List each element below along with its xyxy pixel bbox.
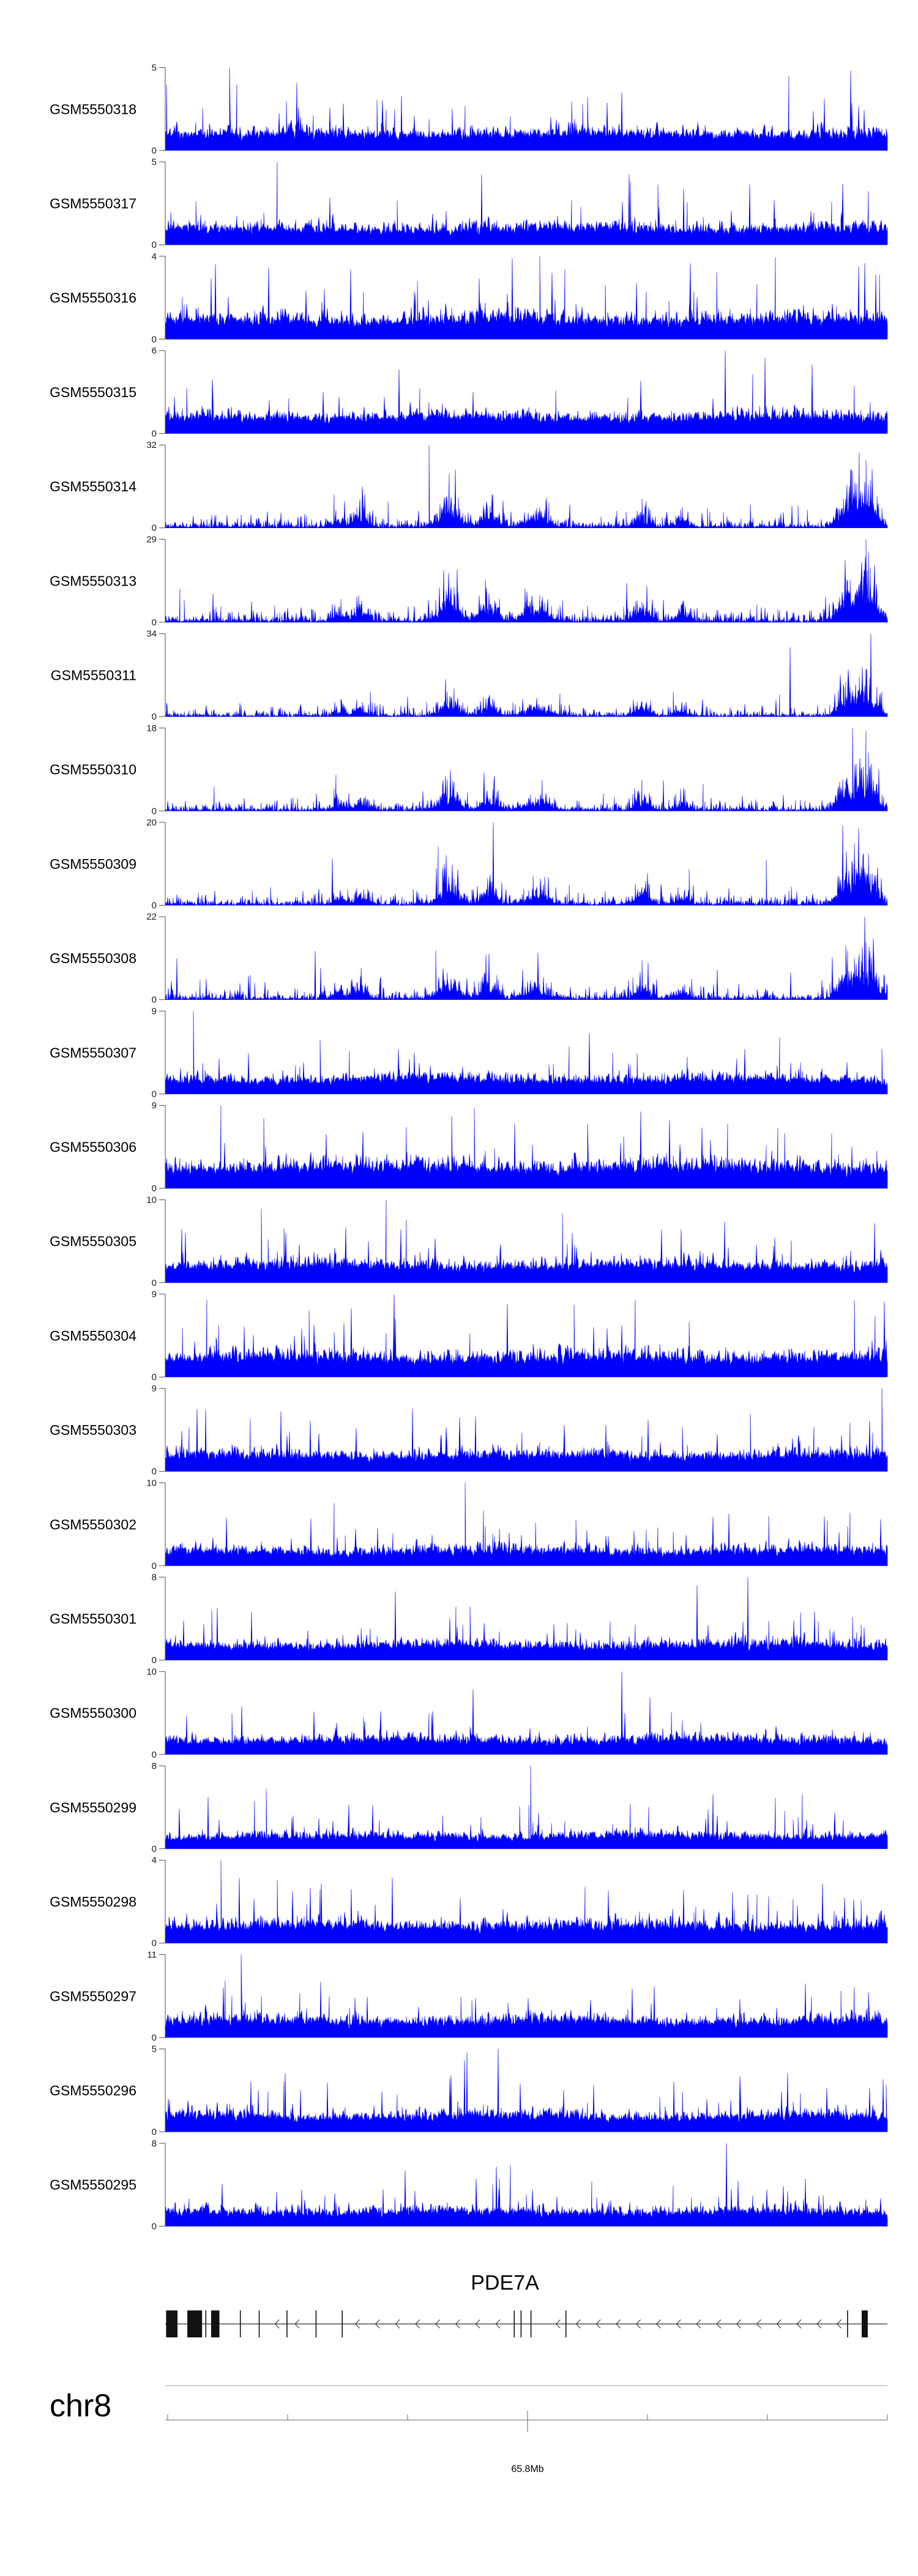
svg-text:8: 8 (152, 2139, 157, 2149)
svg-text:22: 22 (146, 912, 157, 922)
svg-text:9: 9 (152, 1383, 157, 1394)
svg-text:GSM5550315: GSM5550315 (50, 384, 136, 400)
svg-text:0: 0 (152, 146, 157, 156)
svg-text:GSM5550296: GSM5550296 (50, 2082, 136, 2098)
svg-text:34: 34 (146, 629, 157, 639)
svg-text:GSM5550317: GSM5550317 (50, 195, 136, 211)
svg-text:10: 10 (146, 1195, 157, 1205)
svg-text:10: 10 (146, 1478, 157, 1488)
svg-text:GSM5550298: GSM5550298 (50, 1894, 136, 1910)
svg-text:0: 0 (152, 1089, 157, 1100)
svg-text:GSM5550299: GSM5550299 (50, 1800, 136, 1815)
svg-text:0: 0 (152, 1655, 157, 1666)
svg-text:0: 0 (152, 617, 157, 628)
svg-text:GSM5550307: GSM5550307 (50, 1044, 136, 1060)
svg-text:29: 29 (146, 534, 157, 545)
svg-text:65.8Mb: 65.8Mb (511, 2464, 543, 2474)
svg-text:chr8: chr8 (50, 2388, 111, 2424)
svg-text:0: 0 (152, 2033, 157, 2043)
svg-text:0: 0 (152, 806, 157, 816)
svg-text:GSM5550305: GSM5550305 (50, 1234, 136, 1249)
svg-text:0: 0 (152, 523, 157, 534)
svg-text:0: 0 (152, 334, 157, 344)
svg-text:GSM5550316: GSM5550316 (50, 290, 136, 306)
svg-text:9: 9 (152, 1289, 157, 1300)
svg-text:0: 0 (152, 1183, 157, 1194)
svg-text:0: 0 (152, 1372, 157, 1383)
svg-text:GSM5550313: GSM5550313 (50, 573, 136, 589)
svg-text:9: 9 (152, 1101, 157, 1111)
svg-text:GSM5550314: GSM5550314 (50, 478, 136, 494)
svg-text:GSM5550304: GSM5550304 (50, 1328, 136, 1344)
svg-text:GSM5550297: GSM5550297 (50, 1988, 136, 2004)
svg-text:0: 0 (152, 1938, 157, 1949)
svg-text:4: 4 (152, 1855, 157, 1866)
svg-text:0: 0 (152, 2221, 157, 2232)
svg-text:5: 5 (152, 2044, 157, 2055)
svg-text:20: 20 (146, 817, 157, 828)
svg-text:GSM5550311: GSM5550311 (51, 667, 136, 683)
svg-text:0: 0 (152, 429, 157, 439)
svg-text:GSM5550300: GSM5550300 (50, 1705, 136, 1721)
svg-text:0: 0 (152, 712, 157, 722)
svg-text:9: 9 (152, 1006, 157, 1016)
svg-text:GSM5550301: GSM5550301 (50, 1610, 136, 1626)
svg-text:GSM5550306: GSM5550306 (50, 1139, 136, 1155)
svg-text:0: 0 (152, 1467, 157, 1477)
svg-text:0: 0 (152, 1844, 157, 1855)
svg-text:GSM5550295: GSM5550295 (50, 2177, 136, 2193)
svg-text:8: 8 (152, 1761, 157, 1771)
svg-text:0: 0 (152, 1561, 157, 1571)
svg-text:0: 0 (152, 1278, 157, 1288)
svg-text:PDE7A: PDE7A (471, 2271, 539, 2295)
svg-text:11: 11 (147, 1949, 157, 1960)
svg-text:18: 18 (146, 723, 157, 734)
svg-text:GSM5550308: GSM5550308 (50, 950, 136, 966)
svg-text:6: 6 (152, 346, 157, 356)
svg-text:GSM5550303: GSM5550303 (50, 1422, 136, 1438)
svg-text:0: 0 (152, 2127, 157, 2137)
svg-text:GSM5550302: GSM5550302 (50, 1516, 136, 1532)
svg-text:0: 0 (152, 995, 157, 1005)
svg-text:32: 32 (146, 440, 157, 450)
svg-text:0: 0 (152, 240, 157, 250)
svg-text:GSM5550310: GSM5550310 (50, 762, 136, 778)
svg-text:8: 8 (152, 1573, 157, 1583)
svg-text:GSM5550309: GSM5550309 (50, 856, 136, 872)
svg-text:0: 0 (152, 1749, 157, 1760)
svg-text:GSM5550318: GSM5550318 (50, 101, 136, 117)
svg-text:10: 10 (146, 1667, 157, 1677)
svg-text:0: 0 (152, 901, 157, 911)
svg-text:4: 4 (152, 251, 157, 262)
svg-text:5: 5 (152, 157, 157, 168)
svg-text:5: 5 (152, 62, 157, 73)
